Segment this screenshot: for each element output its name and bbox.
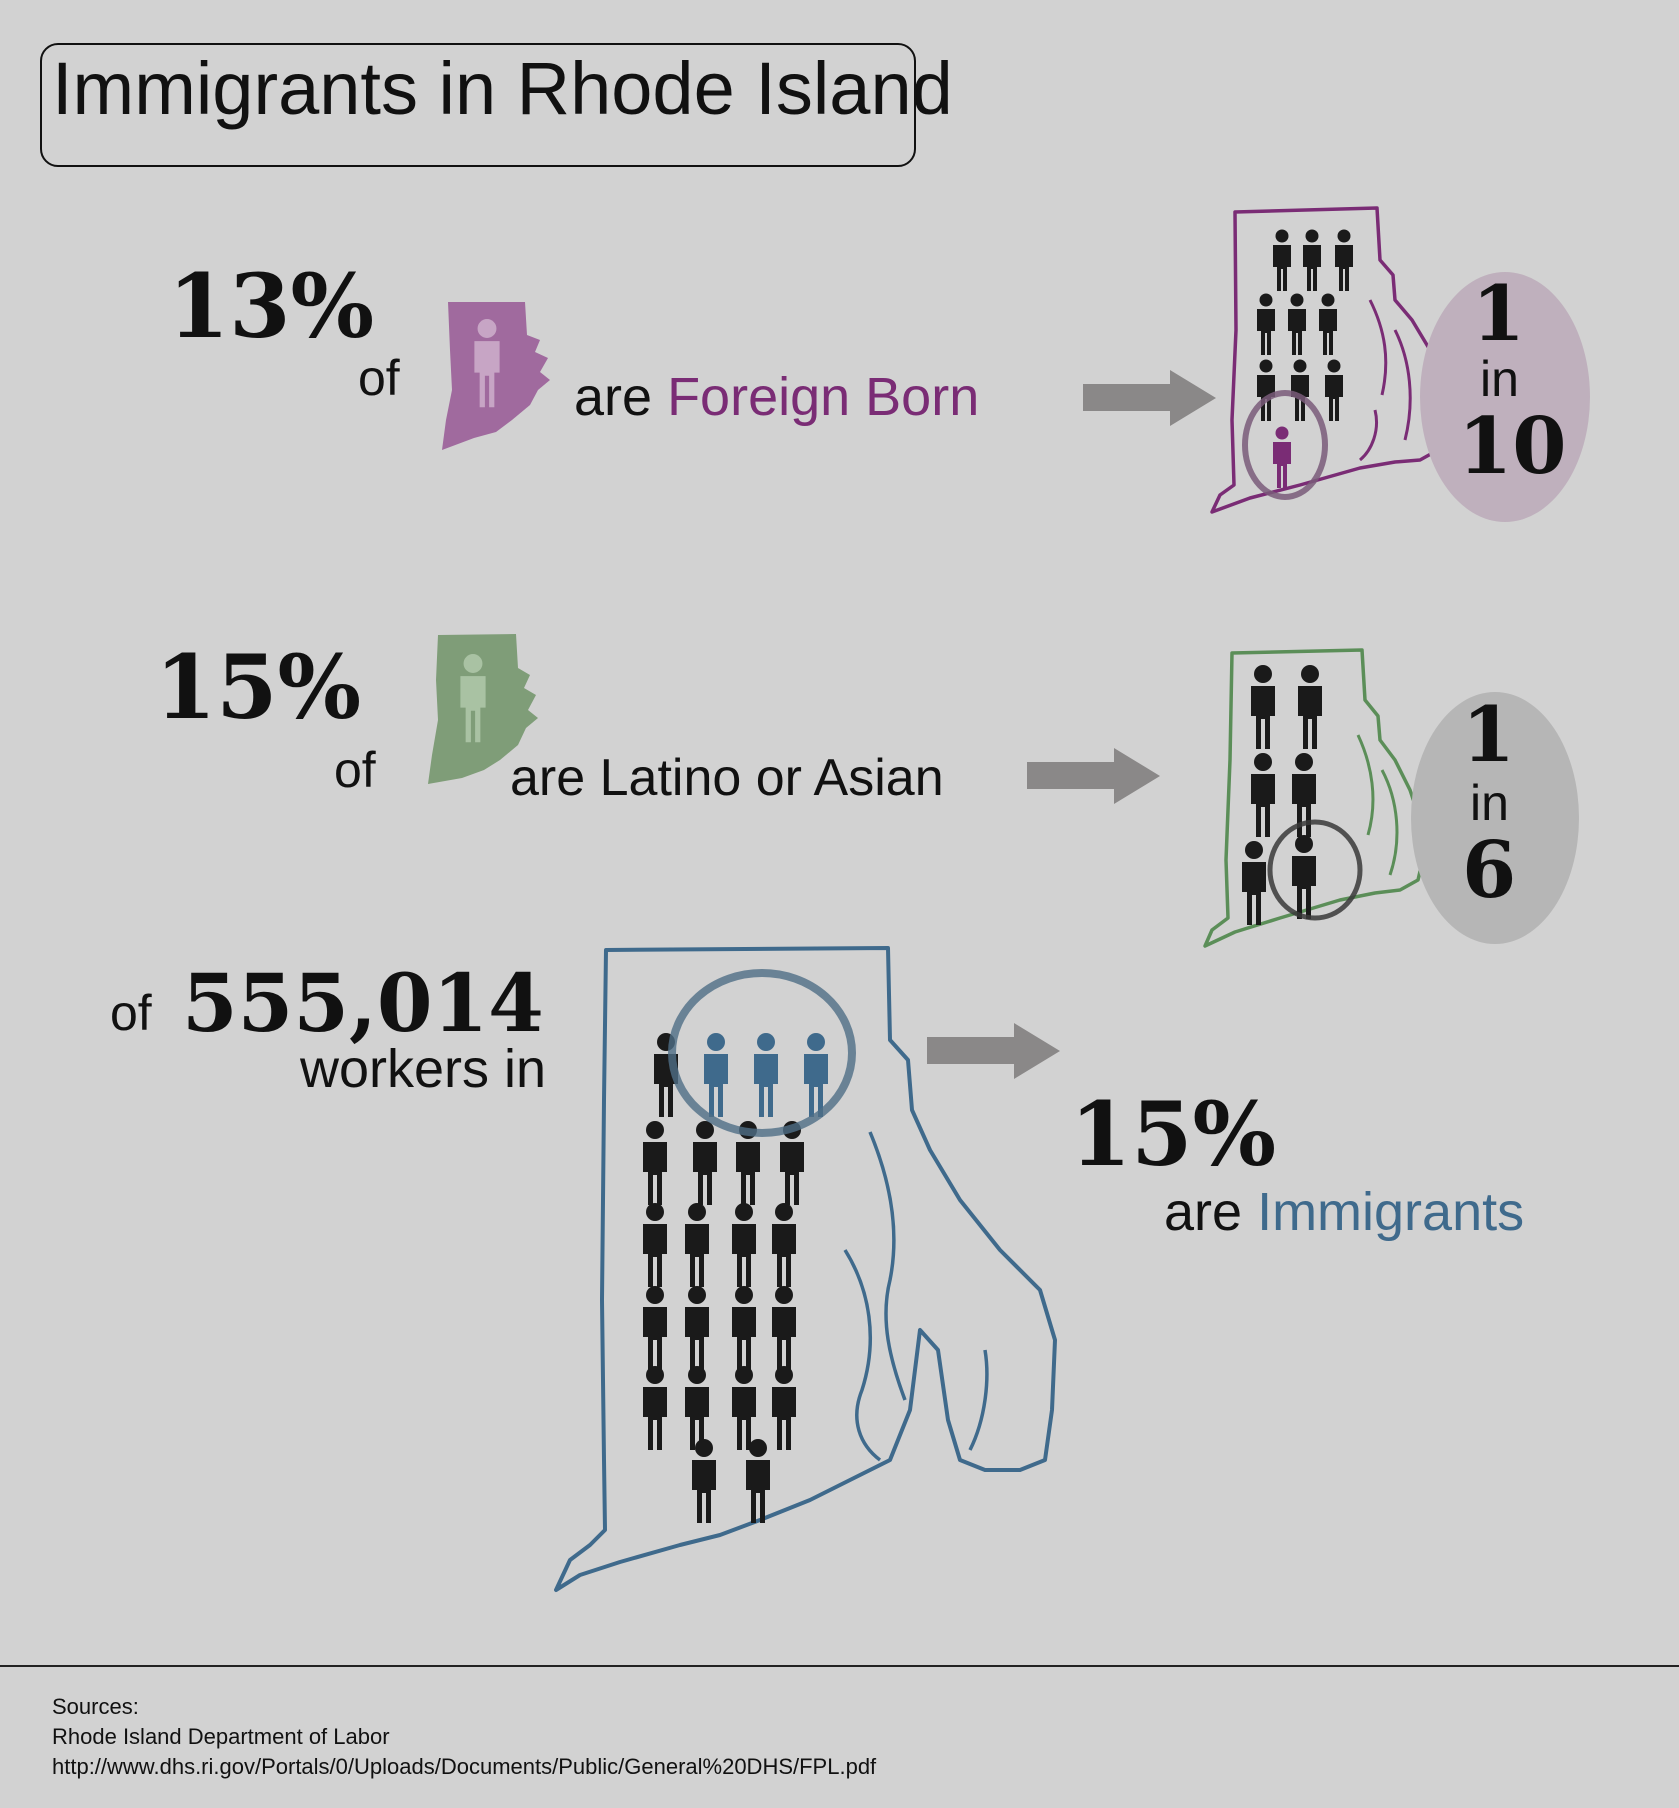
ratio1-one: 1 [1472, 269, 1525, 358]
workers-count: 555,014 [182, 956, 544, 1050]
page-title: Immigrants in Rhode Island [52, 47, 953, 130]
immigrants-are: are [1164, 1182, 1243, 1242]
right-arrow-icon [1027, 748, 1160, 804]
ri-map-filled-foreign-born-icon [442, 302, 550, 450]
people-grid-row3 [643, 1033, 804, 1523]
immigrants-text: Immigrants [1257, 1182, 1525, 1242]
right-arrow-icon [1083, 370, 1216, 426]
foreign-born-are: are [574, 367, 653, 427]
foreign-born-ellipse-badge [1420, 272, 1590, 522]
ratio2-in: in [1470, 775, 1509, 831]
ri-map-filled-latino-asian-icon [428, 634, 538, 784]
ratio2-one: 1 [1462, 690, 1515, 779]
ratio1-total: 10 [1458, 401, 1567, 492]
people-grid-row1 [1257, 229, 1353, 421]
highlighted-workers-icon [704, 1033, 828, 1117]
latino-asian-ellipse-badge [1411, 692, 1579, 944]
source-line-2: http://www.dhs.ri.gov/Portals/0/Uploads/… [52, 1754, 877, 1779]
immigrants-percent: 15% [1070, 1082, 1277, 1186]
ratio1-in: in [1480, 351, 1519, 407]
ri-map-outline-latino-asian [1203, 648, 1579, 948]
title-box [40, 43, 916, 167]
workers-of: of [110, 985, 152, 1041]
immigrants-label: are Immigrants [1164, 1185, 1524, 1239]
people-grid-row2 [1242, 665, 1322, 925]
latino-asian-percent: 15% [155, 635, 362, 739]
foreign-born-label: are Foreign Born [574, 370, 979, 424]
source-line-1: Rhode Island Department of Labor [52, 1724, 390, 1749]
foreign-born-percent: 13% [168, 254, 375, 358]
ri-map-outline-foreign-born [1210, 206, 1590, 522]
ri-map-outline-workers [554, 946, 1057, 1592]
foreign-born-of: of [358, 350, 400, 406]
latino-asian-of: of [334, 742, 376, 798]
foreign-born-text: Foreign Born [667, 367, 980, 427]
sources-heading: Sources: [52, 1694, 139, 1719]
latino-asian-label: are Latino or Asian [510, 749, 944, 807]
workers-in: workers in [300, 1039, 547, 1099]
right-arrow-icon [927, 1023, 1060, 1079]
highlighted-person-icon [1273, 426, 1291, 488]
ratio2-total: 6 [1462, 825, 1517, 916]
footer-divider [0, 1665, 1679, 1667]
